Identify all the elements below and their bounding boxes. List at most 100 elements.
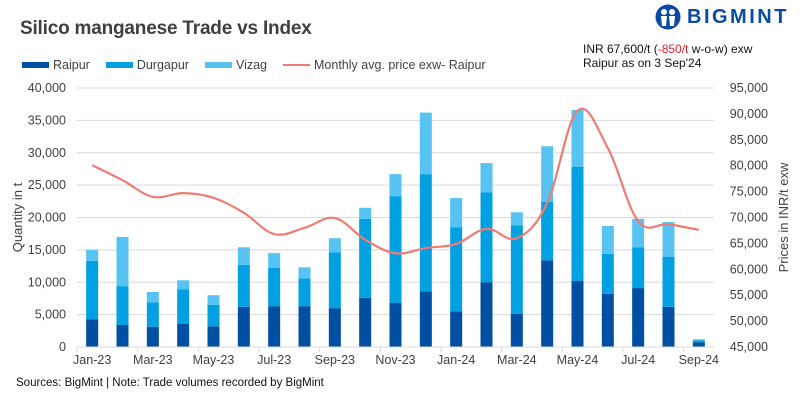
bar-vizag	[359, 207, 372, 219]
legend-swatch-price	[283, 64, 310, 66]
bar-raipur	[268, 306, 281, 347]
bar-durgapur	[237, 264, 250, 307]
bar-vizag	[298, 267, 311, 279]
legend-item-price: Monthly avg. price exw- Raipur	[283, 58, 486, 72]
y2-tick-label: 90,000	[730, 107, 768, 121]
price-change: -850/t	[657, 42, 689, 56]
x-tick-label: Nov-23	[375, 353, 415, 367]
x-tick-label: Jan-24	[437, 353, 475, 367]
bar-vizag	[510, 212, 523, 226]
x-tick-label: Mar-24	[497, 353, 537, 367]
bigmint-logo: BIGMINT	[655, 4, 789, 30]
bar-durgapur	[177, 289, 190, 324]
x-tick-label: May-23	[193, 353, 235, 367]
y2-tick-label: 55,000	[730, 288, 768, 302]
price-note-line1: INR 67,600/t (-850/t w-o-w) exw	[583, 42, 752, 56]
bar-durgapur	[146, 302, 159, 327]
x-tick-label: Sep-24	[679, 353, 719, 367]
y-tick-label: 35,000	[28, 113, 66, 127]
y2-tick-label: 45,000	[730, 340, 768, 354]
y2-tick-label: 80,000	[730, 159, 768, 173]
bar-vizag	[237, 247, 250, 265]
bar-durgapur	[359, 218, 372, 298]
price-note-prefix: INR 67,600/t (	[583, 42, 658, 56]
chart-title: Silico manganese Trade vs Index	[20, 18, 312, 39]
price-note-suffix: w-o-w) exw	[688, 42, 753, 56]
y2-tick-label: 70,000	[730, 211, 768, 225]
bar-vizag	[480, 163, 493, 193]
bar-vizag	[632, 218, 645, 248]
y2-tick-label: 50,000	[730, 314, 768, 328]
bar-raipur	[480, 282, 493, 347]
bar-raipur	[237, 306, 250, 347]
bar-raipur	[692, 342, 705, 347]
price-note: INR 67,600/t (-850/t w-o-w) exw Raipur a…	[583, 42, 752, 70]
bar-raipur	[359, 297, 372, 347]
bar-durgapur	[632, 247, 645, 289]
bar-raipur	[510, 313, 523, 347]
legend-item-durgapur: Durgapur	[105, 58, 189, 72]
chart-legend: Raipur Durgapur Vizag Monthly avg. price…	[22, 58, 502, 72]
bar-durgapur	[419, 174, 432, 292]
bar-raipur	[116, 324, 129, 347]
legend-label: Monthly avg. price exw- Raipur	[314, 58, 486, 72]
bar-vizag	[328, 238, 341, 253]
y2-tick-label: 65,000	[730, 236, 768, 250]
y2-tick-label: 95,000	[730, 81, 768, 95]
bar-raipur	[298, 306, 311, 347]
bar-durgapur	[328, 252, 341, 309]
y-tick-label: 5,000	[35, 308, 66, 322]
legend-label: Raipur	[53, 58, 90, 72]
bar-vizag	[450, 198, 463, 228]
logo-text: BIGMINT	[687, 5, 789, 28]
bar-raipur	[632, 288, 645, 347]
legend-label: Durgapur	[136, 58, 189, 72]
bar-durgapur	[389, 196, 402, 303]
legend-item-raipur: Raipur	[22, 58, 90, 72]
bar-raipur	[450, 311, 463, 347]
bar-vizag	[268, 253, 281, 269]
bar-raipur	[419, 291, 432, 347]
y2-tick-label: 60,000	[730, 262, 768, 276]
bar-vizag	[571, 110, 584, 167]
bigmint-logo-icon	[655, 4, 681, 30]
x-tick-label: Jul-24	[621, 353, 655, 367]
bar-durgapur	[116, 286, 129, 325]
bar-durgapur	[480, 192, 493, 283]
bar-vizag	[207, 295, 220, 305]
y-tick-label: 30,000	[28, 146, 66, 160]
bar-raipur	[86, 319, 99, 347]
bar-vizag	[146, 291, 159, 303]
bar-vizag	[692, 339, 705, 341]
bar-vizag	[601, 225, 614, 254]
bar-raipur	[662, 306, 675, 347]
bar-raipur	[328, 308, 341, 347]
bar-raipur	[601, 293, 614, 347]
bar-vizag	[541, 146, 554, 202]
bar-durgapur	[541, 201, 554, 261]
source-footer: Sources: BigMint | Note: Trade volumes r…	[16, 377, 324, 389]
legend-swatch-durgapur	[105, 62, 133, 68]
bar-vizag	[86, 249, 99, 261]
bar-vizag	[419, 112, 432, 175]
x-tick-label: May-24	[557, 353, 599, 367]
bar-durgapur	[662, 256, 675, 307]
bar-durgapur	[268, 268, 281, 307]
legend-label: Vizag	[235, 58, 267, 72]
bar-durgapur	[86, 260, 99, 320]
bar-durgapur	[510, 225, 523, 314]
y-tick-label: 25,000	[28, 178, 66, 192]
bar-raipur	[389, 302, 402, 347]
x-tick-label: Mar-23	[133, 353, 173, 367]
y-tick-label: 20,000	[28, 211, 66, 225]
x-tick-label: Jul-23	[257, 353, 291, 367]
bar-durgapur	[298, 278, 311, 307]
y2-axis-title: Prices in INR/t exw	[776, 162, 791, 272]
y-axis-title: Quantity in t	[10, 182, 25, 252]
bar-durgapur	[571, 166, 584, 281]
bar-durgapur	[601, 253, 614, 294]
legend-swatch-vizag	[204, 62, 232, 68]
price-line	[91, 107, 700, 255]
x-tick-label: Jan-23	[73, 353, 111, 367]
x-tick-label: Sep-23	[315, 353, 355, 367]
